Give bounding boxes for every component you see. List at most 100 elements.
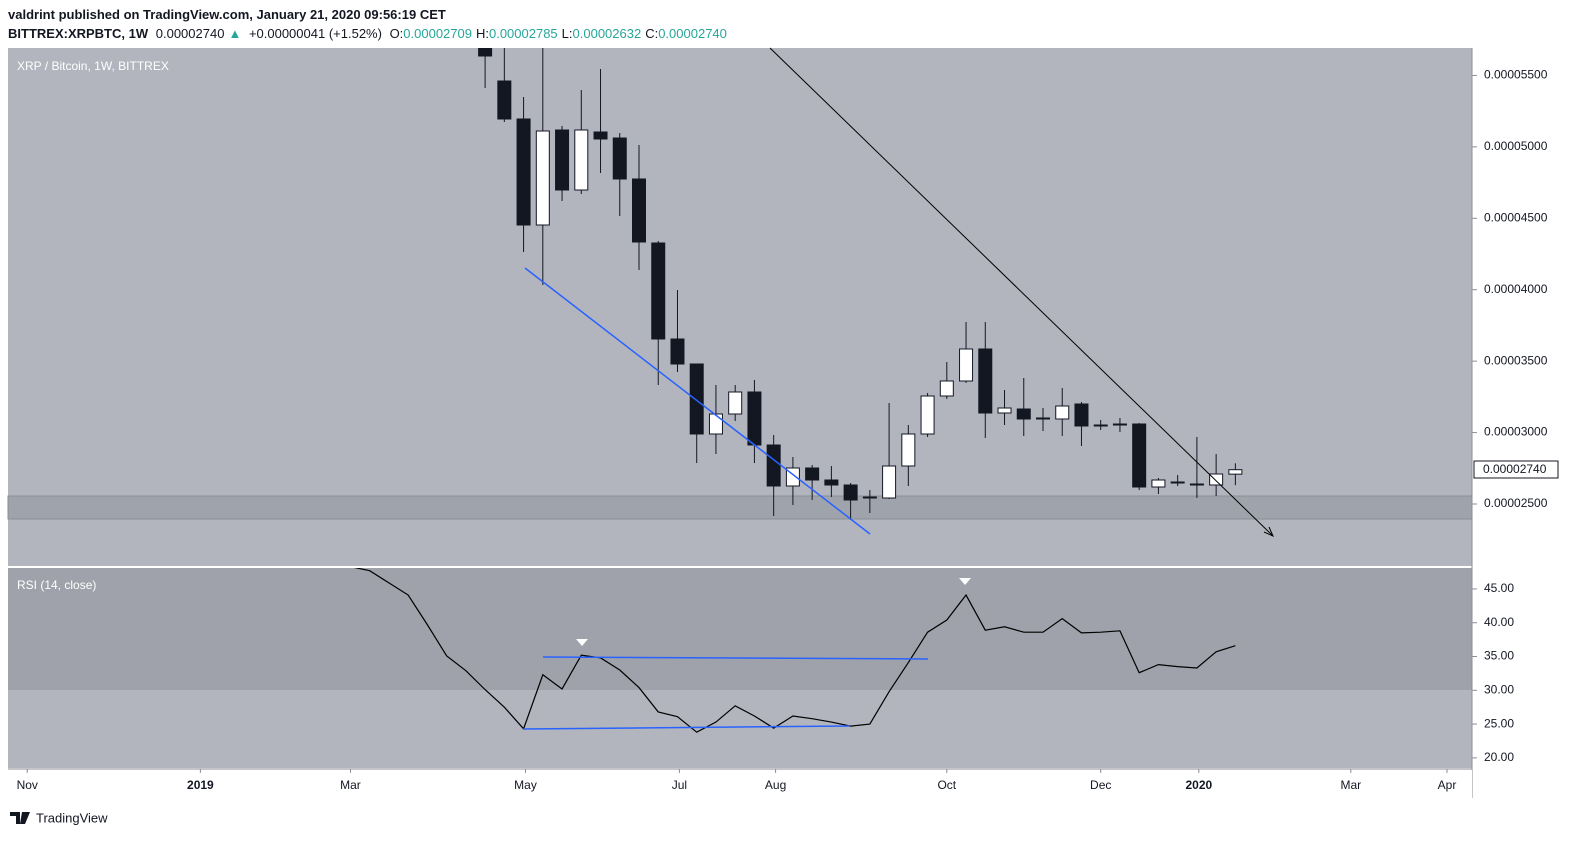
candle-body xyxy=(1035,417,1050,420)
y-tick-label: 0.00002500 xyxy=(1484,496,1548,510)
ohlc-key: C: xyxy=(645,26,659,41)
pane-title: XRP / Bitcoin, 1W, BITTREX xyxy=(17,59,169,73)
ohlc-value: 0.00002632 xyxy=(572,26,642,41)
y-tick-label: 40.00 xyxy=(1484,615,1514,629)
x-tick-label: 2019 xyxy=(187,778,214,792)
ohlc-key: H: xyxy=(475,26,489,41)
trend-line xyxy=(769,47,1273,536)
y-tick-label: 45.00 xyxy=(1484,581,1514,595)
candle-body xyxy=(1189,483,1204,486)
y-tick-label: 30.00 xyxy=(1484,682,1514,696)
x-tick-label: Nov xyxy=(17,778,38,792)
y-tick-label: 0.00004500 xyxy=(1484,210,1548,224)
x-tick-label: Jul xyxy=(672,778,687,792)
candle-body xyxy=(862,496,877,499)
pane-title: RSI (14, close) xyxy=(17,578,96,592)
ohlc-value: 0.00002740 xyxy=(658,26,727,41)
y-tick-label: 0.00005500 xyxy=(1484,68,1548,82)
last-price-box xyxy=(1473,460,1559,479)
time-axis xyxy=(8,770,1472,798)
candle-body xyxy=(632,178,647,243)
candle-body xyxy=(1209,473,1224,486)
arrow-head xyxy=(1263,526,1274,537)
x-tick-label: Dec xyxy=(1090,778,1111,792)
change: +0.00000041 (+1.52%) xyxy=(248,26,382,41)
candle-body xyxy=(1132,423,1147,488)
candle-body xyxy=(747,391,762,446)
candle-body xyxy=(670,338,685,365)
candle-body xyxy=(939,380,954,397)
candle-body xyxy=(1228,469,1243,475)
candle-body xyxy=(824,479,839,486)
candle-body xyxy=(535,130,550,226)
candle-body xyxy=(805,467,820,481)
symbol-line: BITTREX:XRPBTC, 1W 0.00002740 ▲ +0.000000… xyxy=(8,26,735,41)
support-line xyxy=(524,267,871,535)
y-tick-label: 25.00 xyxy=(1484,716,1514,730)
candle-body xyxy=(497,80,512,120)
drawings xyxy=(522,47,1274,730)
y-tick-label: 0.00003000 xyxy=(1484,425,1548,439)
candle-body xyxy=(516,118,531,226)
y-tick-label: 35.00 xyxy=(1484,649,1514,663)
symbol: BITTREX:XRPBTC, 1W xyxy=(8,26,149,41)
y-tick-label: 0.00003500 xyxy=(1484,353,1548,367)
ohlc-key: L: xyxy=(561,26,573,41)
rsi-line xyxy=(353,568,1236,733)
candle-body xyxy=(708,413,723,435)
x-tick-label: Aug xyxy=(765,778,786,792)
x-tick-label: Oct xyxy=(937,778,956,792)
candle-body xyxy=(651,242,666,340)
x-tick-label: Mar xyxy=(340,778,361,792)
ohlc-key: O: xyxy=(389,26,404,41)
x-tick-label: Mar xyxy=(1340,778,1361,792)
y-tick-label: 0.00005000 xyxy=(1484,139,1548,153)
candle-body xyxy=(766,444,781,487)
candle-body xyxy=(997,407,1012,414)
candle-body xyxy=(574,129,589,191)
candle-body xyxy=(978,348,993,414)
x-tick-label: Apr xyxy=(1438,778,1457,792)
candle-body xyxy=(1093,424,1108,427)
candle-body xyxy=(728,391,743,415)
candle-body xyxy=(843,484,858,501)
footer xyxy=(0,800,1578,844)
rsi-line-top xyxy=(542,656,929,660)
price-pane xyxy=(8,48,1472,566)
ohlc-value: 0.00002709 xyxy=(403,26,472,41)
candle-body xyxy=(1112,423,1127,426)
published-line: valdrint published on TradingView.com, J… xyxy=(8,7,446,22)
candle-body xyxy=(555,129,570,191)
up-arrow: ▲ xyxy=(228,26,242,41)
ohlc: O:0.00002709 H:0.00002785 L:0.00002632 C:0.… xyxy=(390,26,731,41)
candle-body xyxy=(1016,408,1031,420)
x-tick-label: 2020 xyxy=(1185,778,1212,792)
marker xyxy=(576,639,588,646)
ohlc-value: 0.00002785 xyxy=(488,26,558,41)
candle-body xyxy=(1055,405,1070,420)
candle-body xyxy=(901,433,916,467)
candle-body xyxy=(1151,479,1166,488)
rsi-line-bottom xyxy=(522,725,851,730)
candle-body xyxy=(593,131,608,140)
candle-body xyxy=(478,48,493,57)
candle-body xyxy=(1170,481,1185,484)
candle-body xyxy=(882,465,897,499)
price-plot xyxy=(478,48,1243,520)
candle-body xyxy=(689,363,704,435)
marker xyxy=(959,578,971,585)
last-price-label: 0.00002740 xyxy=(1483,462,1547,476)
x-tick-label: May xyxy=(514,778,537,792)
rsi-plot xyxy=(353,568,1236,733)
rsi-band xyxy=(8,568,1472,690)
candle-body xyxy=(920,395,935,435)
last-price: 0.00002740 xyxy=(155,26,225,41)
logo xyxy=(10,812,30,824)
brand: TradingView xyxy=(36,810,108,825)
y-tick-label: 0.00004000 xyxy=(1484,282,1548,296)
y-tick-label: 20.00 xyxy=(1484,750,1514,764)
candle-body xyxy=(612,137,627,180)
candle-body xyxy=(1074,403,1089,427)
